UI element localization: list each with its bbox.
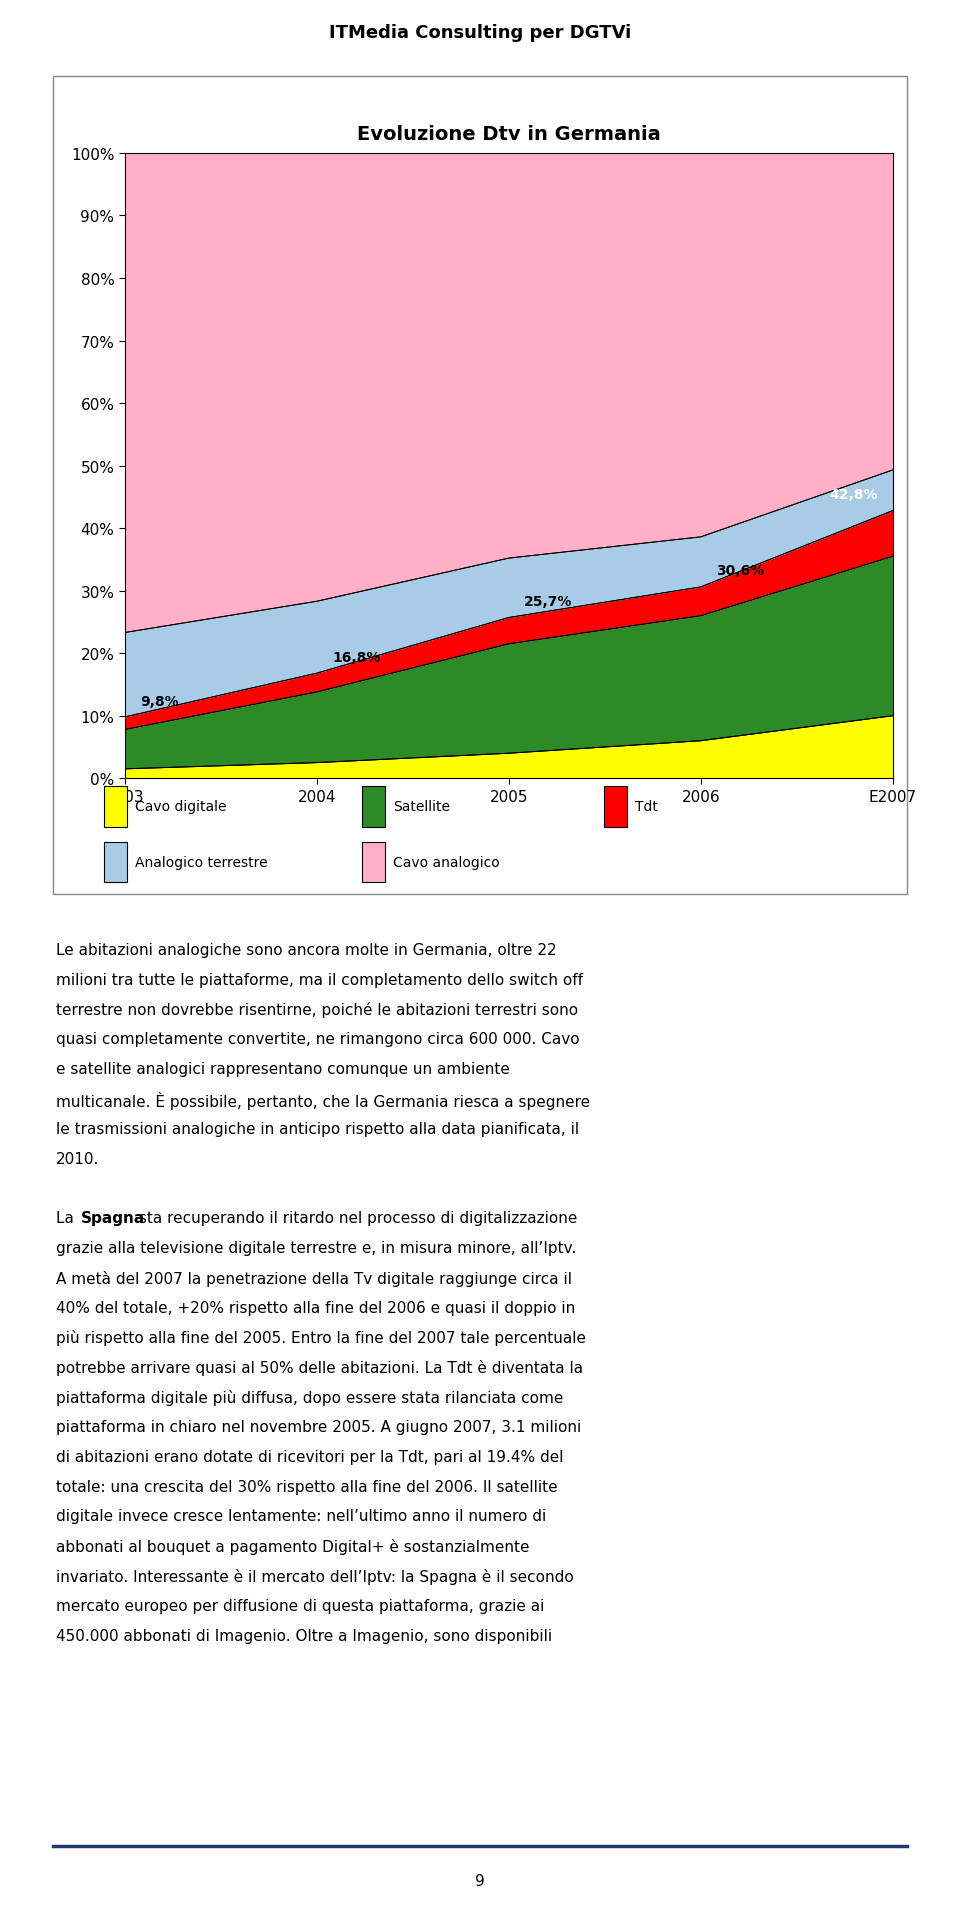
Text: e satellite analogici rappresentano comunque un ambiente: e satellite analogici rappresentano comu…	[56, 1061, 510, 1077]
Text: mercato europeo per diffusione di questa piattaforma, grazie ai: mercato europeo per diffusione di questa…	[56, 1598, 544, 1613]
Bar	[362, 842, 385, 883]
Text: grazie alla televisione digitale terrestre e, in misura minore, all’Iptv.: grazie alla televisione digitale terrest…	[56, 1240, 576, 1256]
Text: abbonati al bouquet a pagamento Digital+ è sostanzialmente: abbonati al bouquet a pagamento Digital+…	[56, 1538, 529, 1554]
Text: totale: una crescita del 30% rispetto alla fine del 2006. Il satellite: totale: una crescita del 30% rispetto al…	[56, 1479, 558, 1494]
Text: le trasmissioni analogiche in anticipo rispetto alla data pianificata, il: le trasmissioni analogiche in anticipo r…	[56, 1121, 579, 1136]
Text: quasi completamente convertite, ne rimangono circa 600 000. Cavo: quasi completamente convertite, ne riman…	[56, 1031, 579, 1046]
Text: sta recuperando il ritardo nel processo di digitalizzazione: sta recuperando il ritardo nel processo …	[134, 1211, 578, 1225]
Text: 30,6%: 30,6%	[716, 563, 764, 579]
Text: Cavo digitale: Cavo digitale	[134, 800, 227, 813]
Bar	[104, 787, 127, 827]
Text: più rispetto alla fine del 2005. Entro la fine del 2007 tale percentuale: più rispetto alla fine del 2005. Entro l…	[56, 1331, 586, 1346]
Text: Le abitazioni analogiche sono ancora molte in Germania, oltre 22: Le abitazioni analogiche sono ancora mol…	[56, 942, 556, 958]
Text: digitale invece cresce lentamente: nell’ultimo anno il numero di: digitale invece cresce lentamente: nell’…	[56, 1508, 546, 1523]
Text: 450.000 abbonati di Imagenio. Oltre a Imagenio, sono disponibili: 450.000 abbonati di Imagenio. Oltre a Im…	[56, 1627, 552, 1642]
Text: piattaforma digitale più diffusa, dopo essere stata rilanciata come: piattaforma digitale più diffusa, dopo e…	[56, 1388, 564, 1406]
Text: 16,8%: 16,8%	[332, 650, 380, 665]
Text: Tdt: Tdt	[635, 800, 658, 813]
Text: 40% del totale, +20% rispetto alla fine del 2006 e quasi il doppio in: 40% del totale, +20% rispetto alla fine …	[56, 1300, 575, 1315]
Text: multicanale. È possibile, pertanto, che la Germania riesca a spegnere: multicanale. È possibile, pertanto, che …	[56, 1092, 589, 1110]
Text: milioni tra tutte le piattaforme, ma il completamento dello switch off: milioni tra tutte le piattaforme, ma il …	[56, 973, 583, 986]
Text: Analogico terrestre: Analogico terrestre	[134, 856, 267, 869]
Text: 42,8%: 42,8%	[828, 488, 877, 502]
Title: Evoluzione Dtv in Germania: Evoluzione Dtv in Germania	[357, 125, 660, 144]
Text: potrebbe arrivare quasi al 50% delle abitazioni. La Tdt è diventata la: potrebbe arrivare quasi al 50% delle abi…	[56, 1360, 583, 1375]
Text: terrestre non dovrebbe risentirne, poiché le abitazioni terrestri sono: terrestre non dovrebbe risentirne, poich…	[56, 1002, 578, 1017]
Text: Satellite: Satellite	[393, 800, 449, 813]
Bar	[604, 787, 627, 827]
Text: 2010.: 2010.	[56, 1150, 99, 1165]
Bar	[104, 842, 127, 883]
Text: 25,7%: 25,7%	[524, 594, 572, 610]
Text: di abitazioni erano dotate di ricevitori per la Tdt, pari al 19.4% del: di abitazioni erano dotate di ricevitori…	[56, 1450, 564, 1463]
Text: ITMedia Consulting per DGTVi: ITMedia Consulting per DGTVi	[329, 25, 631, 42]
Text: 9: 9	[475, 1873, 485, 1888]
Bar	[362, 787, 385, 827]
Text: 9,8%: 9,8%	[140, 694, 179, 708]
Text: piattaforma in chiaro nel novembre 2005. A giugno 2007, 3.1 milioni: piattaforma in chiaro nel novembre 2005.…	[56, 1419, 581, 1435]
Text: invariato. Interessante è il mercato dell’Iptv: la Spagna è il secondo: invariato. Interessante è il mercato del…	[56, 1569, 573, 1585]
Text: A metà del 2007 la penetrazione della Tv digitale raggiunge circa il: A metà del 2007 la penetrazione della Tv…	[56, 1269, 571, 1286]
Text: Cavo analogico: Cavo analogico	[393, 856, 499, 869]
Text: Spagna: Spagna	[81, 1211, 145, 1225]
Text: La: La	[56, 1211, 79, 1225]
